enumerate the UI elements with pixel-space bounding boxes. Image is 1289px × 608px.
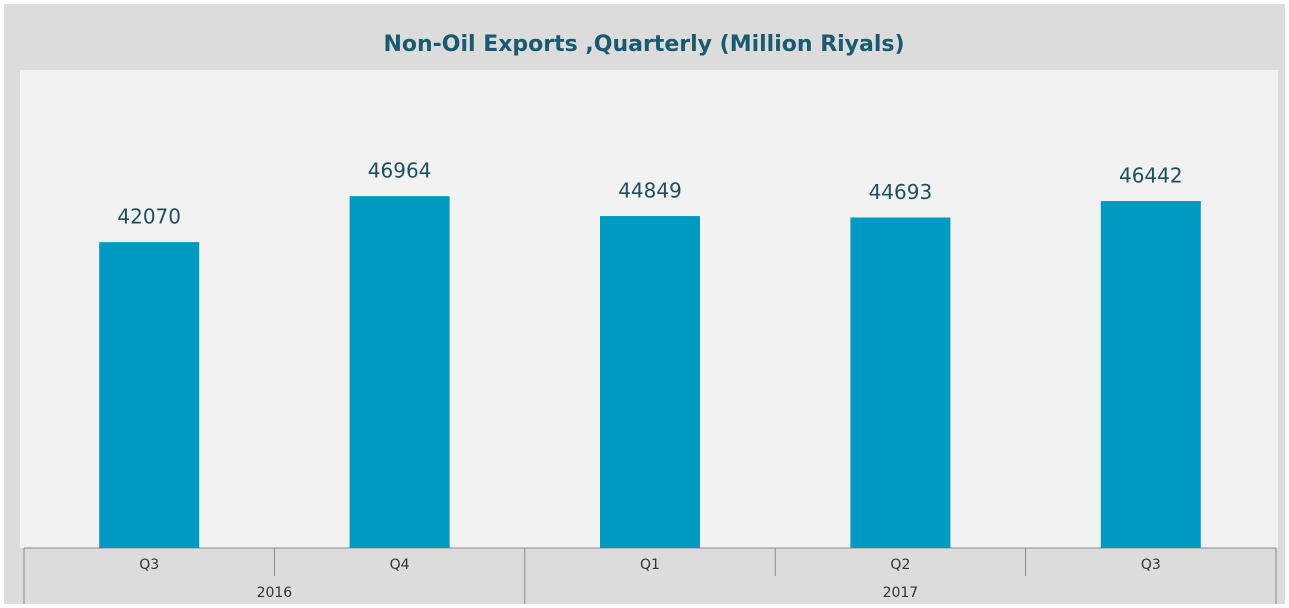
x-tick-label: Q2 xyxy=(890,557,910,573)
x-tick-label: Q1 xyxy=(640,557,660,573)
bar xyxy=(99,242,200,548)
group-label: 2017 xyxy=(883,585,919,601)
chart-title: Non-Oil Exports ,Quarterly (Million Riya… xyxy=(383,32,904,57)
group-label: 2016 xyxy=(257,585,293,601)
data-label: 44849 xyxy=(618,179,682,203)
x-tick-label: Q3 xyxy=(139,557,159,573)
data-label: 46964 xyxy=(368,159,432,183)
data-label: 44693 xyxy=(869,180,933,204)
data-label: 46442 xyxy=(1119,164,1183,188)
x-tick-label: Q4 xyxy=(390,557,410,573)
data-label: 42070 xyxy=(117,205,181,229)
bar xyxy=(600,216,700,548)
bar xyxy=(850,217,951,548)
bar xyxy=(1100,201,1201,549)
x-tick-label: Q3 xyxy=(1141,557,1161,573)
bar xyxy=(349,196,450,548)
